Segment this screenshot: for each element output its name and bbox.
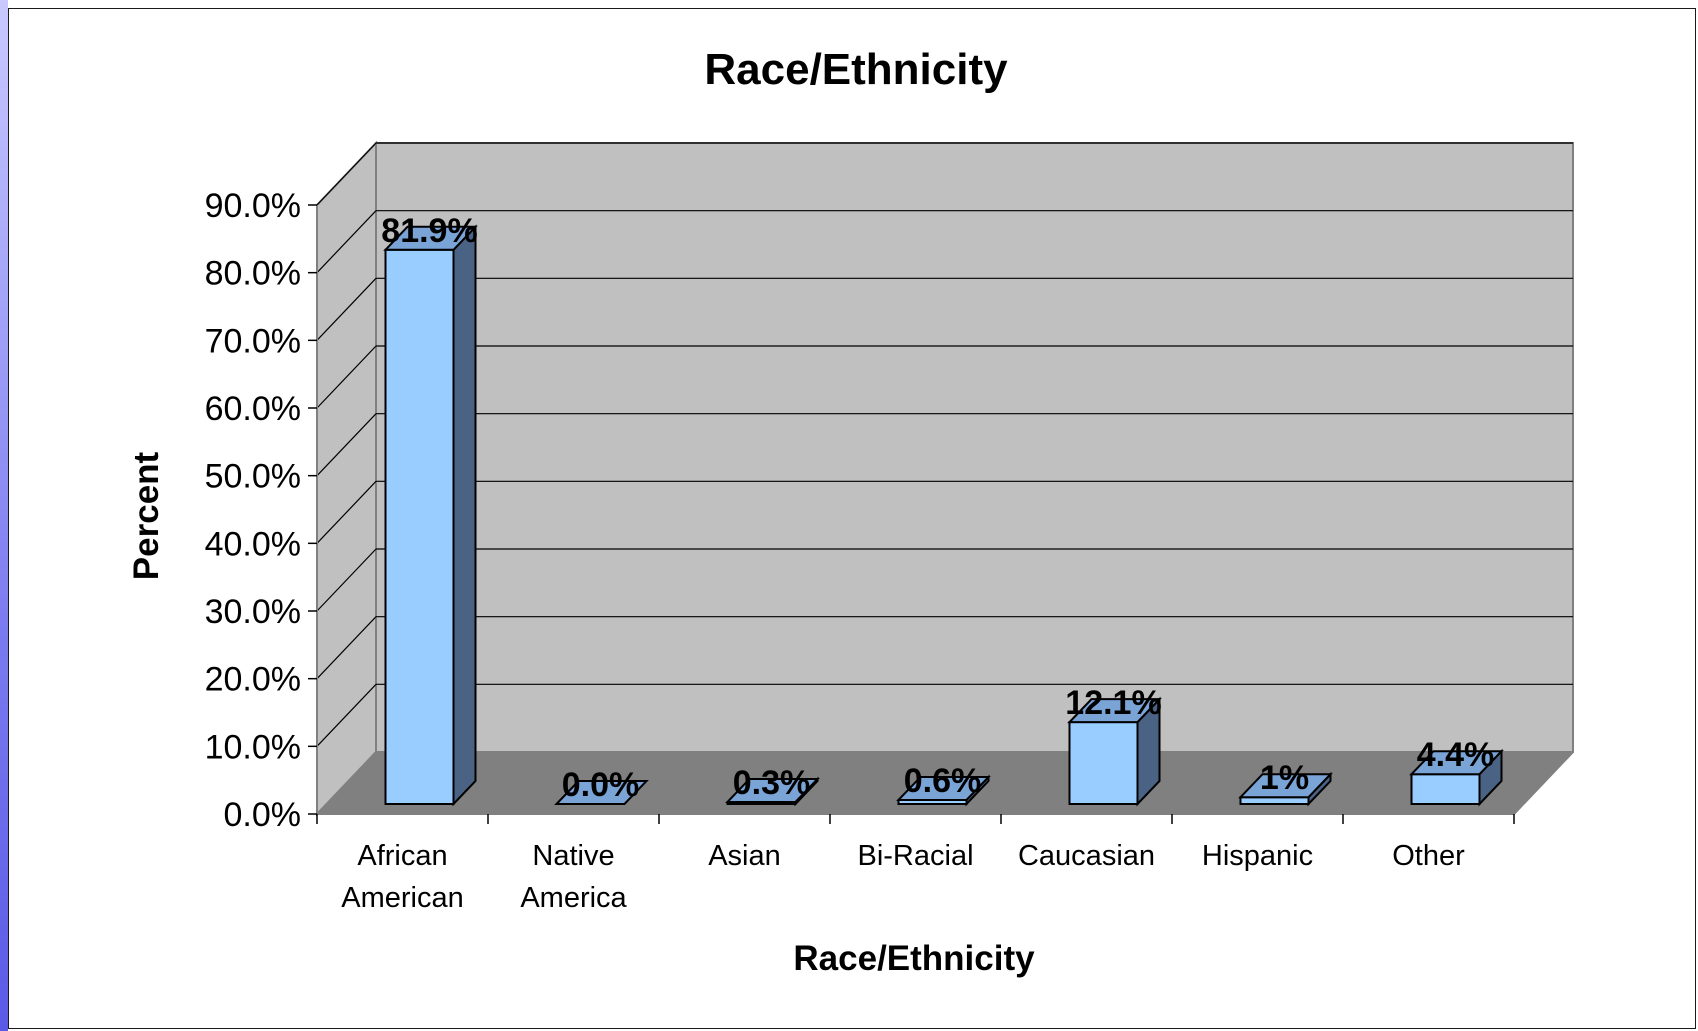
side-wall bbox=[316, 140, 377, 817]
gridline-side bbox=[316, 616, 377, 680]
gridline-side bbox=[316, 683, 377, 747]
x-tick-label: Asian bbox=[708, 840, 781, 872]
gridline-side bbox=[316, 548, 377, 612]
y-tick-label: 50.0% bbox=[205, 458, 301, 496]
x-axis-depth-line bbox=[1513, 751, 1574, 815]
bar-top bbox=[1238, 773, 1333, 799]
bar bbox=[1409, 748, 1504, 807]
y-tick-label: 20.0% bbox=[205, 661, 301, 699]
bar bbox=[554, 780, 649, 805]
y-tick-label: 0.0% bbox=[224, 796, 302, 834]
x-tick-label: Bi-Racial bbox=[857, 840, 973, 872]
bar bbox=[383, 224, 478, 807]
x-tick-label: Native bbox=[532, 840, 614, 872]
data-label: 0.3% bbox=[733, 764, 811, 802]
gridline-side bbox=[316, 210, 377, 274]
bar bbox=[1067, 696, 1162, 807]
gridline-side bbox=[316, 142, 377, 206]
gridline-side bbox=[316, 277, 377, 341]
bar-front bbox=[1239, 796, 1310, 806]
x-axis-title: Race/Ethnicity bbox=[793, 939, 1035, 978]
x-tick-label: Hispanic bbox=[1202, 840, 1313, 872]
x-tick-label: American bbox=[341, 882, 464, 914]
y-tick-label: 90.0% bbox=[205, 187, 301, 225]
bar-top bbox=[554, 780, 649, 805]
chart-walls bbox=[316, 140, 1574, 817]
x-tick-label: Other bbox=[1392, 840, 1465, 872]
data-label: 4.4% bbox=[1417, 736, 1495, 774]
data-label: 12.1% bbox=[1065, 684, 1161, 722]
x-tick-label: Caucasian bbox=[1018, 840, 1155, 872]
bar-top bbox=[1409, 750, 1504, 776]
bar bbox=[1238, 771, 1333, 807]
back-wall bbox=[375, 142, 1574, 753]
y-tick-label: 40.0% bbox=[205, 525, 301, 563]
bar-front bbox=[384, 248, 455, 805]
y-axis: 0.0% 10.0% 20.0% 30.0% 40.0% 50.0% 60.0% 70.0% 8… bbox=[205, 187, 318, 834]
gridline-side bbox=[316, 413, 377, 477]
bar bbox=[725, 776, 820, 807]
bar-front bbox=[1410, 773, 1481, 806]
data-label: 1% bbox=[1260, 759, 1309, 797]
data-label: 0.6% bbox=[904, 762, 982, 800]
bar-top bbox=[1067, 698, 1162, 724]
bar-top bbox=[896, 775, 991, 801]
x-tick-label: America bbox=[520, 882, 627, 914]
data-label: 0.0% bbox=[562, 766, 640, 804]
bar-top bbox=[725, 777, 820, 803]
data-labels: 81.9% 0.0% 0.3% 0.6% 12.1% 1% 4.4% bbox=[381, 212, 1494, 804]
bar-top bbox=[383, 225, 478, 251]
bar-side bbox=[452, 224, 477, 807]
slide-accent-strip bbox=[0, 0, 8, 1031]
bars bbox=[383, 224, 1504, 807]
y-tick-label: 70.0% bbox=[205, 322, 301, 360]
y-tick-label: 30.0% bbox=[205, 593, 301, 631]
gridline-side bbox=[316, 345, 377, 409]
y-axis-title: Percent bbox=[127, 451, 166, 580]
data-label: 81.9% bbox=[381, 212, 477, 250]
chart-title: Race/Ethnicity bbox=[704, 45, 1008, 94]
bar-front bbox=[1068, 721, 1139, 806]
gridline-side bbox=[316, 480, 377, 544]
gridlines bbox=[316, 142, 1573, 747]
x-tick-label: African bbox=[357, 840, 447, 872]
x-axis: African American Native America Asian Bi-Raci… bbox=[316, 751, 1574, 914]
y-tick-label: 80.0% bbox=[205, 255, 301, 293]
y-tick-label: 10.0% bbox=[205, 728, 301, 766]
bar bbox=[896, 774, 991, 807]
y-tick-label: 60.0% bbox=[205, 390, 301, 428]
